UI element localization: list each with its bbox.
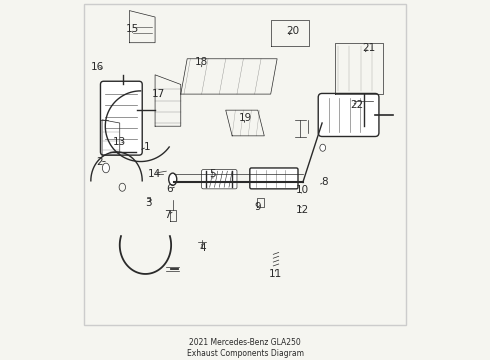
Text: 12: 12: [296, 205, 310, 215]
Text: 18: 18: [195, 57, 208, 67]
Text: 17: 17: [152, 89, 165, 99]
Text: 8: 8: [321, 177, 328, 188]
Text: 2021 Mercedes-Benz GLA250
Exhaust Components Diagram: 2021 Mercedes-Benz GLA250 Exhaust Compon…: [187, 338, 303, 357]
Text: 4: 4: [200, 243, 207, 253]
Text: 13: 13: [113, 137, 126, 147]
Text: 6: 6: [166, 184, 173, 194]
FancyBboxPatch shape: [100, 81, 142, 155]
Text: 22: 22: [350, 100, 364, 110]
Text: 21: 21: [362, 42, 375, 53]
FancyBboxPatch shape: [318, 94, 379, 136]
Text: 14: 14: [148, 170, 161, 179]
Ellipse shape: [169, 173, 177, 185]
Text: 16: 16: [91, 62, 104, 72]
Text: 1: 1: [144, 142, 150, 152]
Ellipse shape: [320, 144, 326, 151]
Text: 3: 3: [146, 198, 152, 208]
Text: 7: 7: [165, 210, 171, 220]
Text: 15: 15: [125, 24, 139, 34]
FancyBboxPatch shape: [250, 168, 298, 189]
Text: 5: 5: [210, 170, 216, 179]
Text: 10: 10: [296, 185, 309, 195]
Text: 11: 11: [269, 269, 282, 279]
Text: 19: 19: [238, 113, 252, 123]
FancyBboxPatch shape: [202, 170, 237, 189]
Text: 9: 9: [254, 202, 261, 212]
Ellipse shape: [102, 163, 109, 173]
Text: 20: 20: [286, 26, 299, 36]
Text: 2: 2: [97, 157, 103, 167]
